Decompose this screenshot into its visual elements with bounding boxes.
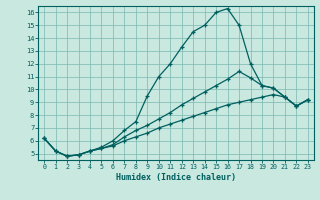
X-axis label: Humidex (Indice chaleur): Humidex (Indice chaleur) xyxy=(116,173,236,182)
